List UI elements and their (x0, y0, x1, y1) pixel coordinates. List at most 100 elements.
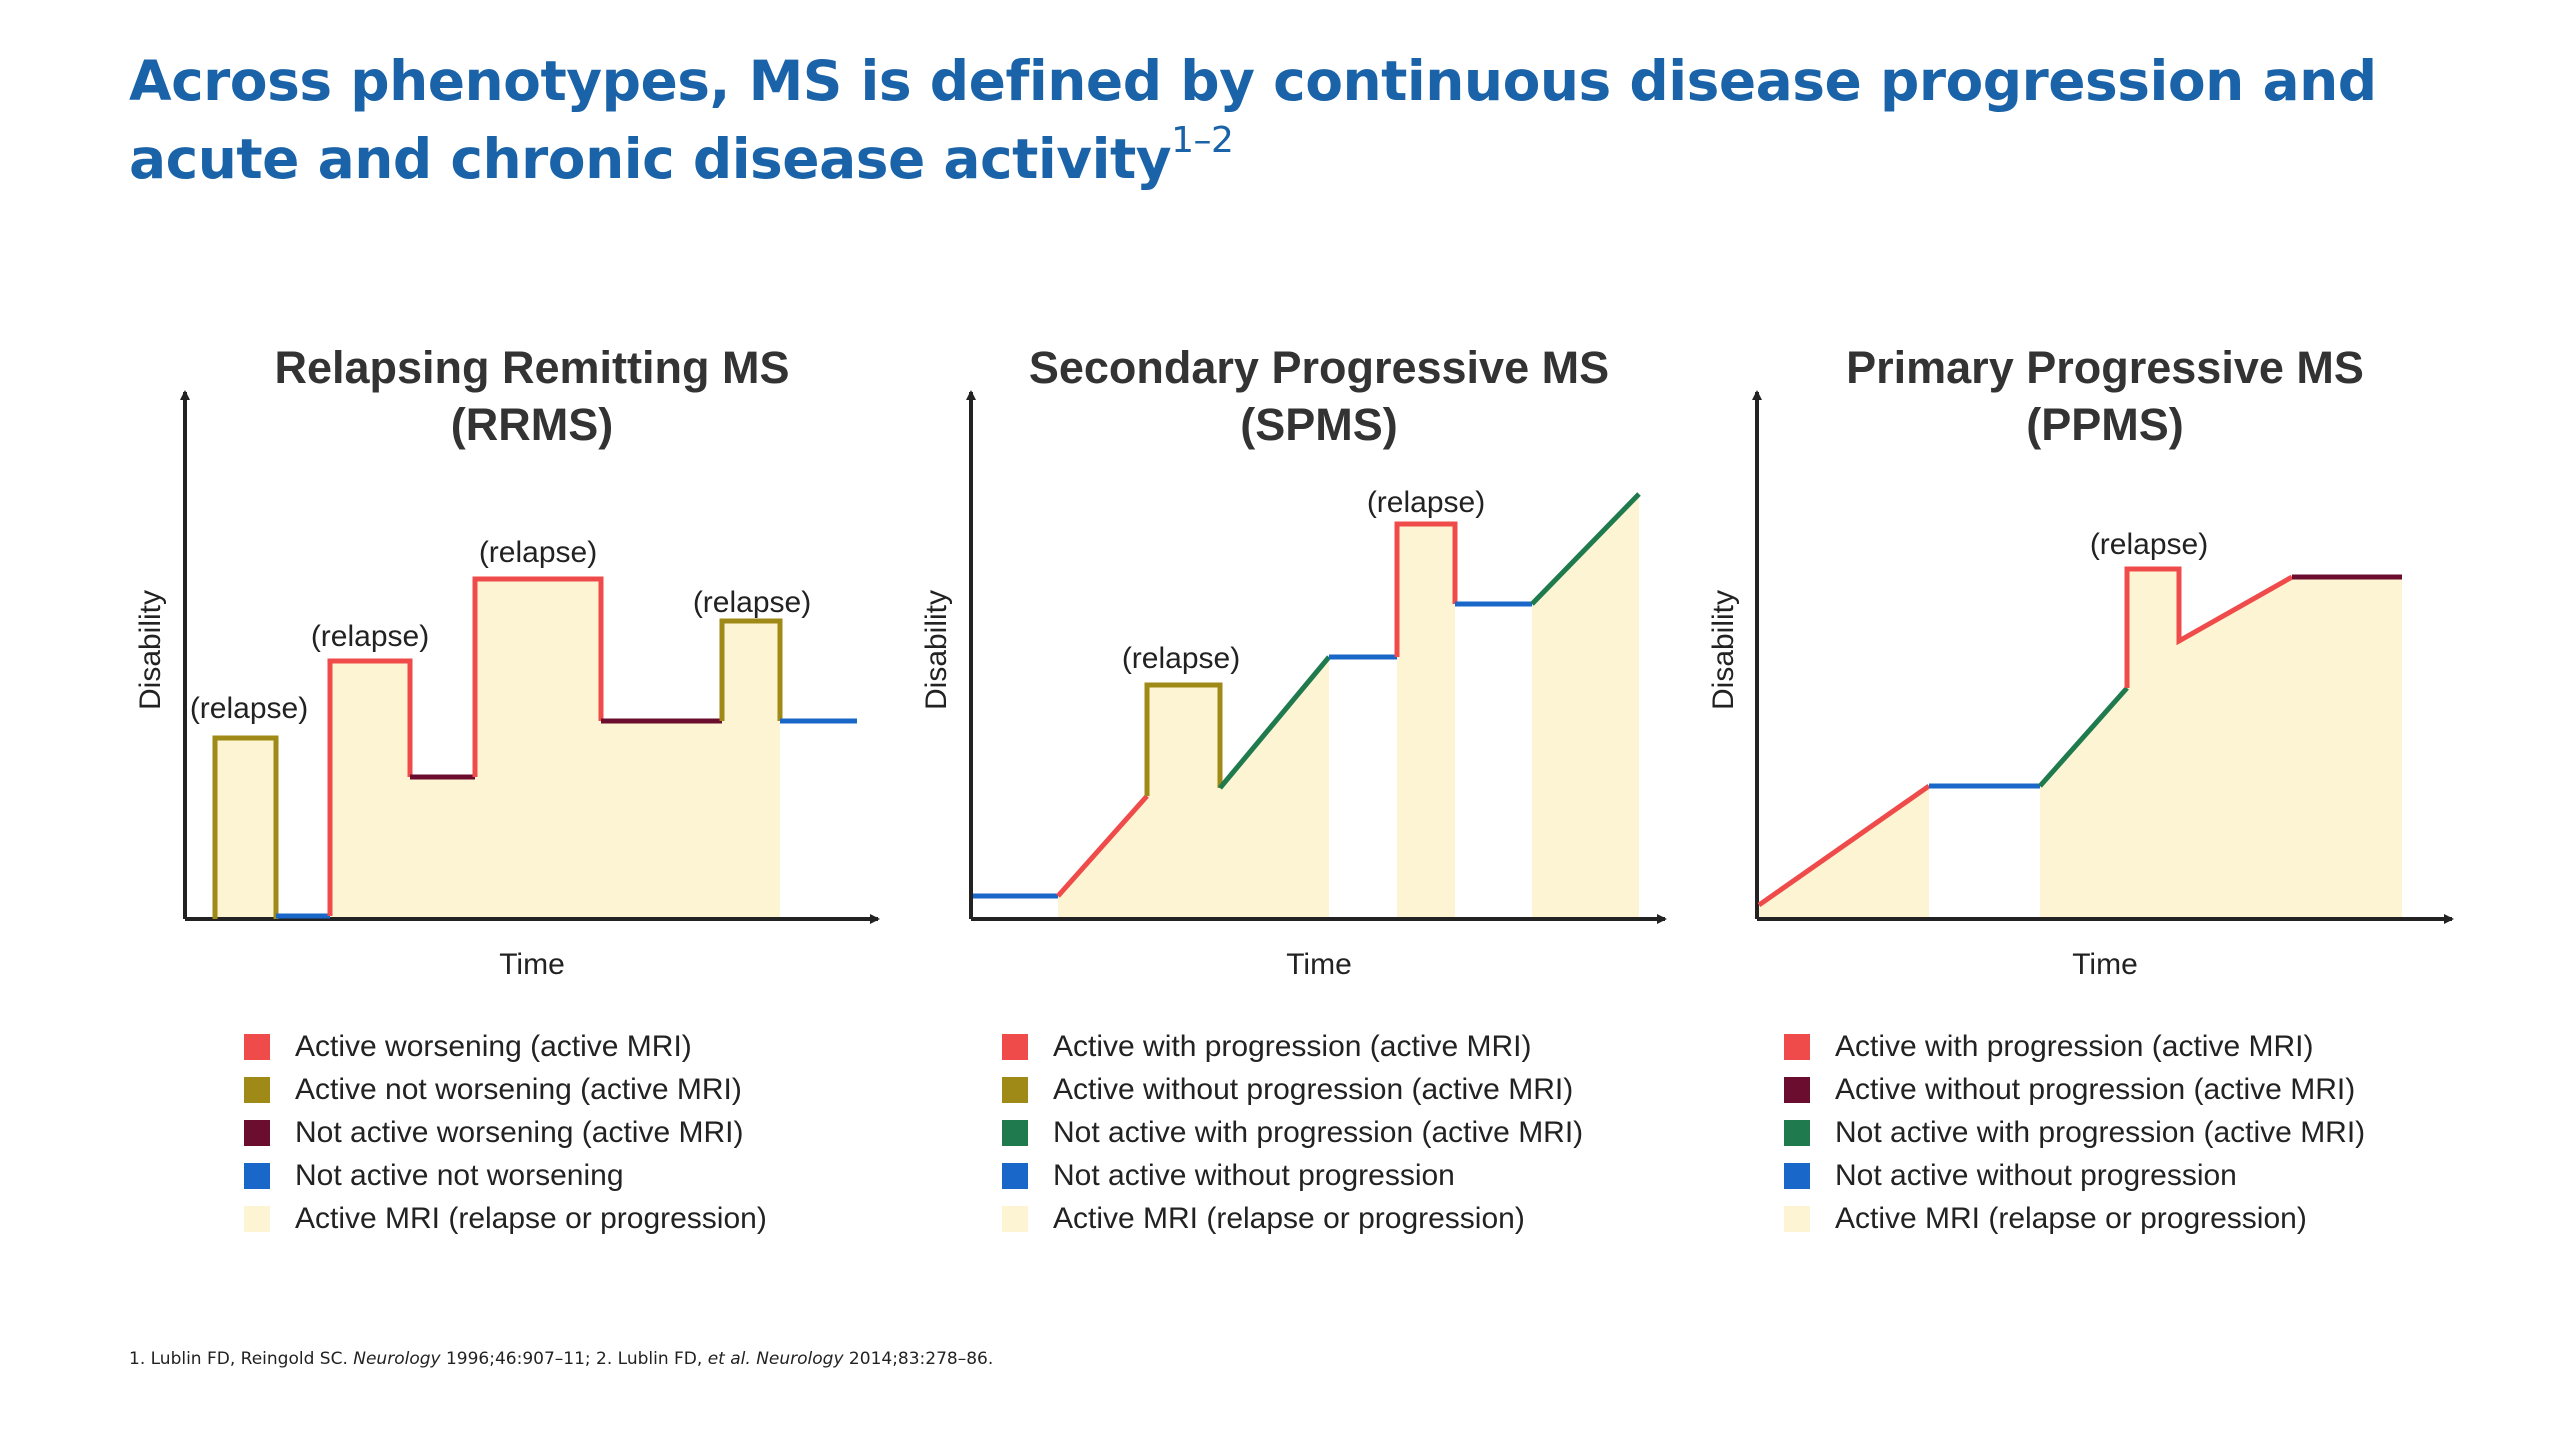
ppms-relapse-annotations: (relapse) (2090, 528, 2208, 561)
spms-diagram: Secondary Progressive MS (SPMS) Disabili… (920, 342, 1667, 981)
legend-label: Active without progression (active MRI) (1053, 1072, 1574, 1106)
legend-swatch (244, 1033, 270, 1060)
legend-item: Not active with progression (active MRI) (1002, 1111, 1583, 1154)
legend-item: Not active without progression (1002, 1154, 1583, 1197)
legend-item: Active without progression (active MRI) (1002, 1068, 1583, 1111)
legend-item: Active worsening (active MRI) (244, 1025, 767, 1068)
spms-progression-3-segment (1530, 492, 1641, 606)
ppms-diagram: Primary Progressive MS (PPMS) Disability… (1707, 342, 2454, 981)
legend-item: Not active with progression (active MRI) (1784, 1111, 2365, 1154)
spms-title-line1: Secondary Progressive MS (1029, 342, 1609, 393)
rrms-title-line1: Relapsing Remitting MS (274, 342, 789, 393)
legend-item: Not active not worsening (244, 1154, 767, 1197)
rrms-relapse-label-3: (relapse) (479, 536, 597, 569)
ppms-progression-2-segment (2038, 686, 2129, 788)
footnote-journal: Neurology (756, 1349, 844, 1369)
legend-item: Active MRI (relapse or progression) (1002, 1197, 1583, 1240)
legend-item: Not active worsening (active MRI) (244, 1111, 767, 1154)
rrms-relapse-2-segment (327, 658, 413, 916)
ppms-axes (1752, 390, 2454, 924)
legend-label: Not active without progression (1835, 1158, 2237, 1192)
legend-label: Active not worsening (active MRI) (295, 1072, 742, 1106)
legend-label: Not active not worsening (295, 1158, 624, 1192)
legend-swatch (1784, 1205, 1810, 1232)
rrms-relapse-1-segment (212, 735, 279, 919)
rrms-axes (180, 390, 880, 924)
legend-swatch (1784, 1162, 1810, 1189)
spms-relapse-1-segment (1144, 682, 1223, 796)
legend-swatch (244, 1205, 270, 1232)
spms-disability-curve (973, 492, 1641, 899)
slide-title-text: Across phenotypes, MS is defined by cont… (129, 49, 2377, 191)
legend-label: Active MRI (relapse or progression) (295, 1201, 767, 1235)
legend-swatch (1002, 1205, 1028, 1232)
rrms-relapse-3-segment (472, 576, 604, 777)
legend-item: Active with progression (active MRI) (1784, 1025, 2365, 1068)
ppms-relapse-label-1: (relapse) (2090, 528, 2208, 561)
rrms-relapse-label-2: (relapse) (311, 620, 429, 653)
spms-progression-2-segment (1218, 655, 1331, 790)
slide-title: Across phenotypes, MS is defined by cont… (129, 42, 2469, 198)
legend-swatch (244, 1162, 270, 1189)
legend-label: Active with progression (active MRI) (1835, 1029, 2314, 1063)
legend-label: Active worsening (active MRI) (295, 1029, 692, 1063)
footnote-journal: Neurology (353, 1349, 441, 1369)
legend-swatch (1002, 1162, 1028, 1189)
ppms-y-axis-label: Disability (1707, 590, 1740, 710)
legend-label: Not active without progression (1053, 1158, 1455, 1192)
legend-swatch (1784, 1076, 1810, 1103)
spms-relapse-annotations: (relapse) (relapse) (1122, 486, 1485, 675)
legend-swatch (244, 1119, 270, 1146)
footnote-et-al: et al. (707, 1349, 751, 1369)
title-reference-superscript: 1–2 (1171, 120, 1234, 161)
ppms-active-mri-areas (1757, 569, 2402, 919)
spms-relapse-label-2: (relapse) (1367, 486, 1485, 519)
rrms-x-axis-label: Time (499, 948, 565, 981)
spms-relapse-label-1: (relapse) (1122, 642, 1240, 675)
legend-swatch (1784, 1119, 1810, 1146)
legend-item: Active MRI (relapse or progression) (244, 1197, 767, 1240)
legend-label: Active without progression (active MRI) (1835, 1072, 2356, 1106)
spms-x-axis-label: Time (1286, 948, 1352, 981)
legend-item: Active MRI (relapse or progression) (1784, 1197, 2365, 1240)
spms-progression-1-segment (1056, 794, 1149, 898)
rrms-relapse-annotations: (relapse) (relapse) (relapse) (relapse) (190, 536, 811, 725)
rrms-relapse-label-1: (relapse) (190, 692, 308, 725)
legend-label: Active MRI (relapse or progression) (1053, 1201, 1525, 1235)
ppms-progression-1-segment (1757, 783, 1931, 908)
ppms-title-line1: Primary Progressive MS (1846, 342, 2364, 393)
ppms-legend: Active with progression (active MRI) Act… (1784, 1025, 2365, 1240)
footnote-text: 2014;83:278–86. (843, 1349, 994, 1369)
legend-swatch (1002, 1119, 1028, 1146)
legend-label: Not active worsening (active MRI) (295, 1115, 744, 1149)
spms-y-axis-label: Disability (920, 590, 953, 710)
legend-swatch (244, 1076, 270, 1103)
spms-title-line2: (SPMS) (1240, 399, 1398, 450)
rrms-y-axis-label: Disability (134, 590, 167, 710)
spms-relapse-2-segment (1394, 521, 1458, 657)
footnote-text: 1996;46:907–11; 2. Lublin FD, (440, 1349, 708, 1369)
ppms-title-line2: (PPMS) (2026, 399, 2184, 450)
ppms-relapse-1-segment (2124, 566, 2294, 688)
legend-item: Not active without progression (1784, 1154, 2365, 1197)
legend-item: Active not worsening (active MRI) (244, 1068, 767, 1111)
rrms-active-mri-areas (215, 579, 780, 919)
rrms-disability-curve (212, 576, 857, 919)
legend-label: Not active with progression (active MRI) (1053, 1115, 1584, 1149)
references-footnote: 1. Lublin FD, Reingold SC. Neurology 199… (129, 1349, 993, 1369)
spms-active-mri-areas (1058, 494, 1639, 919)
ppms-x-axis-label: Time (2072, 948, 2138, 981)
legend-label: Active with progression (active MRI) (1053, 1029, 1532, 1063)
legend-swatch (1002, 1076, 1028, 1103)
rrms-relapse-label-4: (relapse) (693, 586, 811, 619)
spms-axes (966, 390, 1667, 924)
legend-item: Active with progression (active MRI) (1002, 1025, 1583, 1068)
rrms-legend: Active worsening (active MRI) Active not… (244, 1025, 767, 1240)
legend-label: Not active with progression (active MRI) (1835, 1115, 2366, 1149)
rrms-relapse-4-segment (719, 618, 783, 721)
rrms-title-line2: (RRMS) (451, 399, 613, 450)
rrms-diagram: Relapsing Remitting MS (RRMS) Disability… (134, 342, 880, 981)
footnote-text: 1. Lublin FD, Reingold SC. (129, 1349, 354, 1369)
legend-swatch (1002, 1033, 1028, 1060)
